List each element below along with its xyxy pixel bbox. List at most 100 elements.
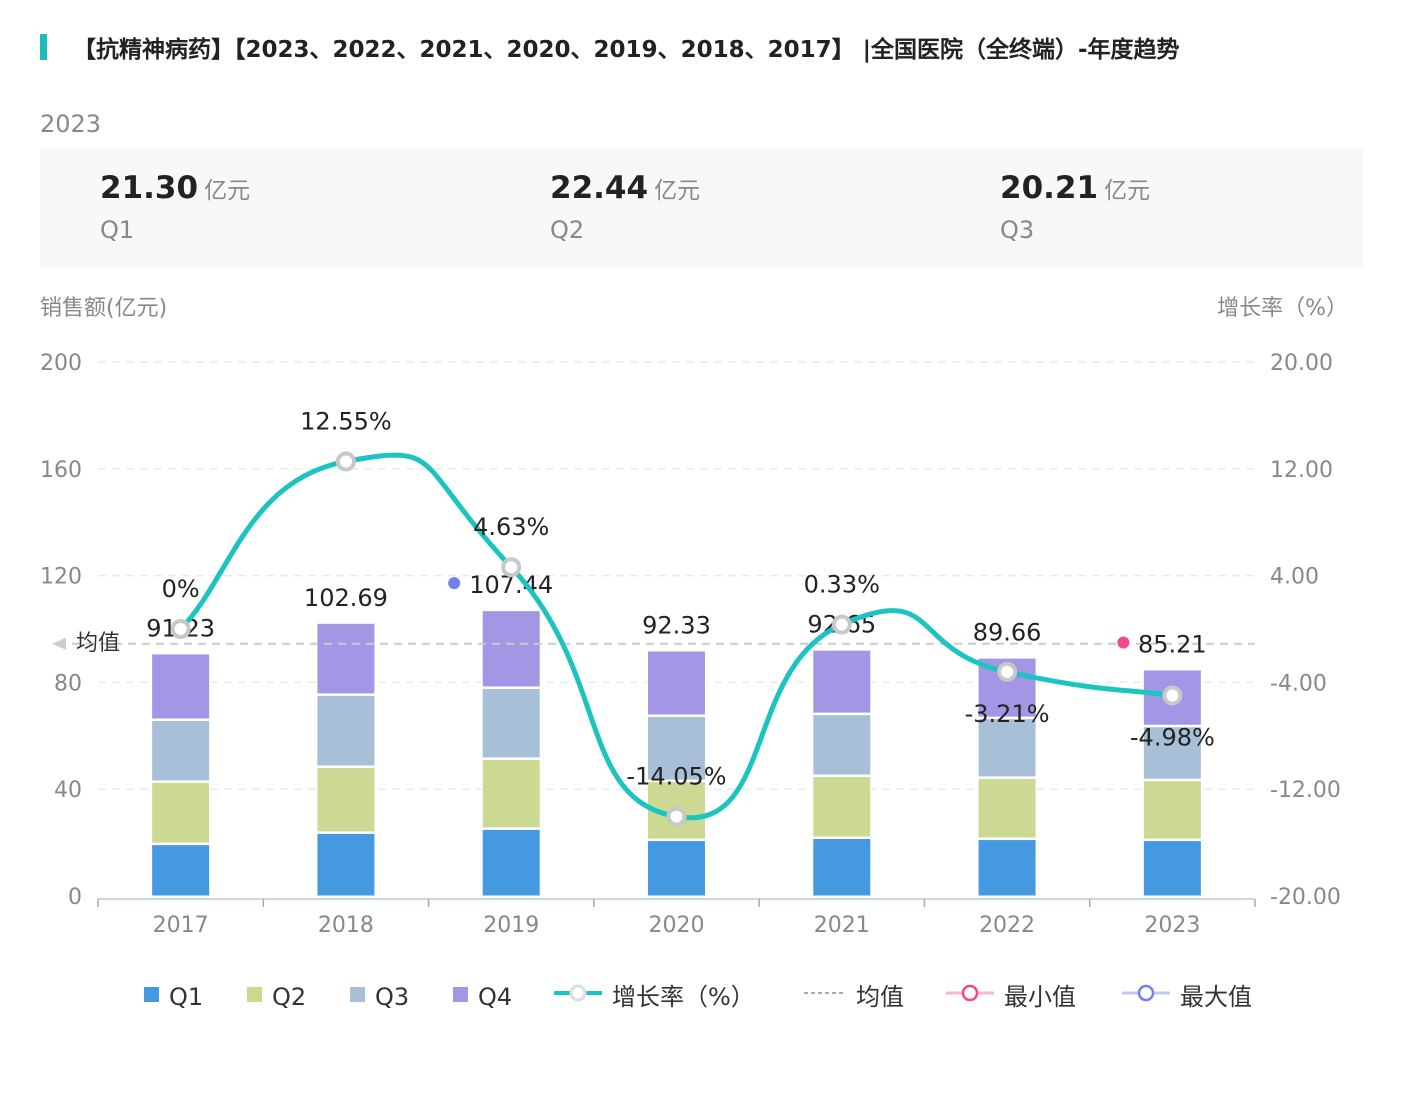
kpi-q2: 22.44 亿元 Q2 xyxy=(550,170,700,244)
bar-segment-q1 xyxy=(977,839,1037,897)
bar-segment-q3 xyxy=(647,715,706,781)
y2-tick-label: -4.00 xyxy=(1270,671,1327,696)
bar-segment-q2 xyxy=(1142,780,1202,840)
mean-arrow-icon xyxy=(52,637,66,650)
growth-point xyxy=(831,614,852,635)
chart-title: 【抗精神病药】【2023、2022、2021、2020、2019、2018、20… xyxy=(40,30,1180,64)
kpi-label: Q1 xyxy=(100,216,135,244)
legend-growth-point-icon xyxy=(569,984,587,1002)
bar-segment-q1 xyxy=(151,844,211,897)
total-label: 102.69 xyxy=(304,584,388,612)
total-label: 92.33 xyxy=(642,611,711,639)
mean-label: 均值 xyxy=(76,631,120,656)
growth-label: 4.63% xyxy=(473,513,549,541)
bar-segment-q3 xyxy=(1142,726,1202,780)
y-axis-title: 销售额(亿元) xyxy=(40,296,167,321)
bar-segment-q3 xyxy=(151,719,211,782)
bar-segment-q2 xyxy=(481,758,541,829)
growth-label: -4.98% xyxy=(1130,723,1215,751)
legend-label: 增长率（%） xyxy=(612,983,755,1011)
legend-label: 最小值 xyxy=(1004,983,1076,1011)
y-tick-label: 40 xyxy=(54,778,82,803)
y-tick-label: 120 xyxy=(40,565,82,590)
kpi-value: 22.44 xyxy=(550,170,649,206)
legend-label: Q2 xyxy=(272,983,306,1011)
growth-label: 0% xyxy=(162,575,200,603)
legend-min-icon xyxy=(961,984,979,1002)
y2-tick-label: -12.00 xyxy=(1270,778,1341,803)
y2-tick-label: 20.00 xyxy=(1270,351,1333,376)
summary-year: 2023 xyxy=(40,110,102,138)
kpi-label: Q3 xyxy=(1000,216,1035,244)
legend-swatch-q3 xyxy=(350,987,365,1002)
bar-segment-q2 xyxy=(316,766,376,833)
growth-label: -14.05% xyxy=(626,763,726,791)
legend-label: Q3 xyxy=(375,983,409,1011)
x-tick-label: 2021 xyxy=(814,913,870,938)
bar-segment-q3 xyxy=(977,718,1037,778)
bar-segment-q3 xyxy=(812,714,872,776)
max-marker xyxy=(448,577,461,590)
bar-segment-q1 xyxy=(316,832,376,897)
legend-swatch-q2 xyxy=(247,987,262,1002)
bar-segment-q3 xyxy=(316,694,376,767)
bar-segment-q4 xyxy=(647,650,706,716)
total-label: 89.66 xyxy=(973,619,1042,647)
legend-label: 均值 xyxy=(856,983,904,1011)
growth-point xyxy=(335,451,356,472)
x-tick-label: 2023 xyxy=(1144,913,1200,938)
x-tick-label: 2018 xyxy=(318,913,374,938)
kpi-value: 21.30 xyxy=(100,170,199,206)
x-tick-label: 2019 xyxy=(483,913,539,938)
y2-tick-label: -20.00 xyxy=(1270,885,1341,910)
bar-segment-q2 xyxy=(151,781,211,844)
x-tick-label: 2020 xyxy=(649,913,705,938)
legend-label: 最大值 xyxy=(1180,983,1252,1011)
growth-label: -3.21% xyxy=(965,700,1050,728)
growth-point xyxy=(170,619,191,639)
bar-segment-q3 xyxy=(481,687,541,759)
growth-point xyxy=(1162,685,1183,706)
legend-swatch-q4 xyxy=(453,987,468,1002)
summary-panel: 21.30 亿元 Q1 22.44 亿元 Q2 20.21 亿元 Q3 xyxy=(40,148,1363,268)
legend-label: Q1 xyxy=(169,983,203,1011)
x-tick-label: 2022 xyxy=(979,913,1035,938)
y2-tick-label: 12.00 xyxy=(1270,458,1333,483)
total-label: 85.21 xyxy=(1138,630,1207,658)
bar-segment-q1 xyxy=(812,837,872,897)
y-tick-label: 80 xyxy=(54,671,82,696)
title-accent xyxy=(40,34,47,60)
title-text: 【抗精神病药】【2023、2022、2021、2020、2019、2018、20… xyxy=(73,37,1180,63)
legend-label: Q4 xyxy=(478,983,512,1011)
growth-point xyxy=(997,661,1018,682)
growth-label: 0.33% xyxy=(804,571,880,599)
growth-point xyxy=(501,557,522,578)
bar-segment-q1 xyxy=(1142,840,1202,897)
bar-segment-q4 xyxy=(812,649,872,714)
bar-segment-q1 xyxy=(647,840,706,897)
kpi-unit: 亿元 xyxy=(1104,178,1151,204)
kpi-unit: 亿元 xyxy=(654,178,701,204)
legend-swatch-q1 xyxy=(144,987,159,1002)
bar-segment-q1 xyxy=(481,828,541,897)
growth-label: 12.55% xyxy=(300,407,392,435)
min-marker xyxy=(1117,636,1130,649)
kpi-q3: 20.21 亿元 Q3 xyxy=(1000,170,1150,244)
kpi-value: 20.21 xyxy=(1000,170,1099,206)
bar-segment-q2 xyxy=(977,777,1037,839)
y-tick-label: 160 xyxy=(40,458,82,483)
bar-segment-q4 xyxy=(316,622,376,695)
growth-point xyxy=(666,806,687,827)
y-tick-label: 0 xyxy=(68,885,82,910)
y2-axis-title: 增长率（%） xyxy=(1217,296,1348,321)
kpi-unit: 亿元 xyxy=(204,178,251,204)
x-tick-label: 2017 xyxy=(153,913,209,938)
bar-segment-q4 xyxy=(481,610,541,688)
y-tick-label: 200 xyxy=(40,351,82,376)
bar-segment-q2 xyxy=(812,776,872,838)
legend-max-icon xyxy=(1137,984,1155,1002)
kpi-q1: 21.30 亿元 Q1 xyxy=(100,170,250,244)
y2-tick-label: 4.00 xyxy=(1270,565,1319,590)
bar-segment-q4 xyxy=(151,653,211,720)
